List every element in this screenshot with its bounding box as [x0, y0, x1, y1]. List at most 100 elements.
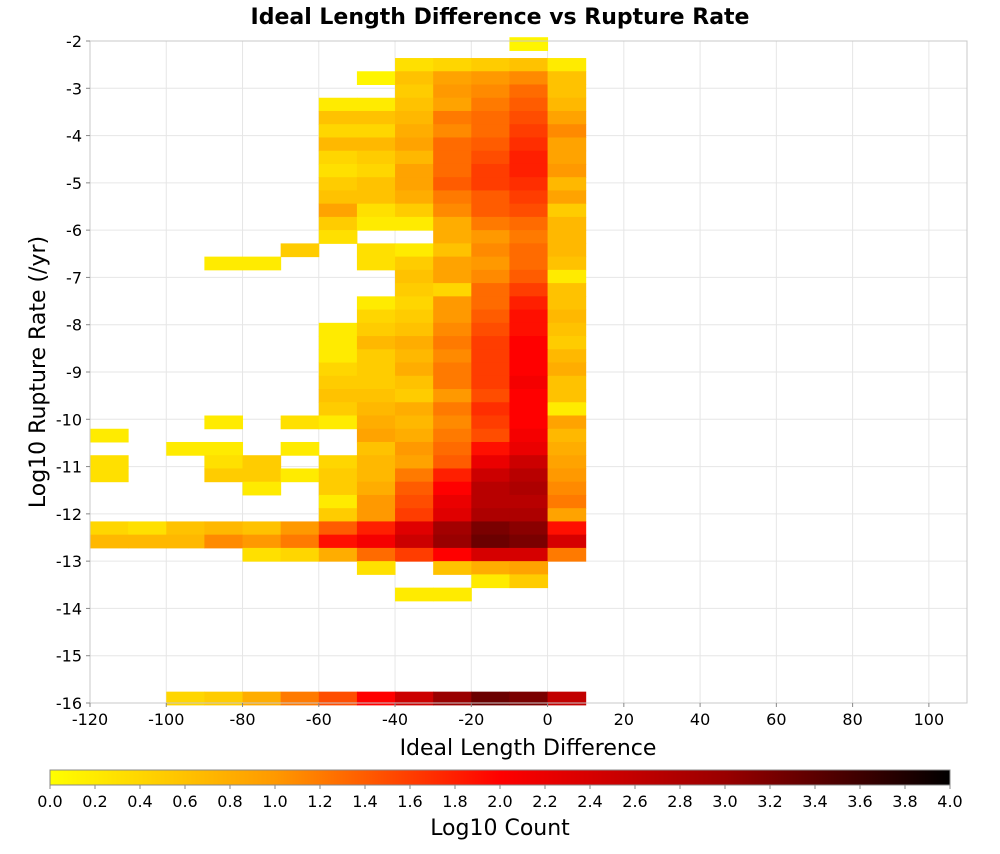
heatmap-cell — [547, 402, 587, 417]
x-tick-label: 20 — [614, 710, 634, 729]
heatmap-cell — [471, 468, 510, 483]
heatmap-cell — [90, 534, 129, 549]
x-tick-label: 100 — [914, 710, 945, 729]
heatmap-cell — [547, 97, 587, 112]
heatmap-cell — [395, 124, 434, 138]
colorbar-tick-label: 1.8 — [442, 792, 467, 811]
heatmap-cell — [356, 468, 396, 483]
heatmap-cell — [90, 468, 129, 483]
heatmap-cell — [395, 283, 434, 297]
y-tick-label: -12 — [56, 505, 82, 524]
heatmap-cell — [395, 97, 434, 112]
heatmap-cell — [318, 336, 358, 350]
heatmap-cell — [433, 521, 472, 536]
colorbar-ticks: 0.0 0.2 0.4 0.6 0.8 1.0 1.2 1.4 1.6 1.8 2.0 2.2 2.4 2… — [37, 785, 963, 811]
heatmap-cell — [547, 71, 587, 86]
heatmap-cell — [318, 203, 358, 218]
heatmap-cell — [395, 163, 434, 178]
heatmap-cell — [433, 84, 472, 99]
heatmap-cell — [280, 441, 320, 456]
heatmap-cell — [471, 691, 510, 706]
heatmap-cell — [356, 521, 396, 536]
x-tick-label: 80 — [842, 710, 862, 729]
heatmap-cell — [318, 216, 358, 231]
heatmap-cell — [509, 309, 549, 324]
heatmap-cell — [471, 71, 510, 86]
heatmap-cell — [356, 216, 396, 231]
colorbar-tick-label: 0.6 — [172, 792, 197, 811]
heatmap-cell — [433, 203, 472, 218]
heatmap-cell — [547, 269, 587, 284]
heatmap-cell — [471, 283, 510, 297]
heatmap-cell — [509, 97, 549, 112]
heatmap-cell — [356, 547, 396, 562]
heatmap-cell — [547, 283, 587, 297]
heatmap-cell — [471, 84, 510, 99]
heatmap-cell — [356, 534, 396, 549]
heatmap-cell — [471, 150, 510, 165]
heatmap-cell — [90, 521, 129, 536]
heatmap-cell — [471, 110, 510, 125]
heatmap-cell — [356, 402, 396, 417]
y-tick-label: -3 — [66, 79, 82, 98]
heatmap-cell — [471, 402, 510, 417]
heatmap-cell — [318, 362, 358, 377]
heatmap-cell — [356, 494, 396, 509]
heatmap-cell — [509, 336, 549, 350]
heatmap-cell — [395, 375, 434, 390]
colorbar-tick-label: 2.6 — [622, 792, 647, 811]
heatmap-cell — [547, 349, 587, 364]
heatmap-cell — [547, 58, 587, 72]
heatmap-cell — [356, 137, 396, 152]
heatmap-cell — [242, 256, 282, 271]
colorbar-tick-label: 1.4 — [352, 792, 377, 811]
heatmap-cell — [356, 124, 396, 138]
heatmap-cell — [471, 389, 510, 403]
heatmap-cell — [318, 691, 358, 706]
heatmap-cell — [356, 349, 396, 364]
heatmap-cell — [356, 415, 396, 430]
heatmap-cell — [433, 71, 472, 86]
heatmap-cell — [395, 508, 434, 522]
heatmap-cell — [547, 336, 587, 350]
heatmap-cell — [547, 84, 587, 99]
heatmap-cell — [395, 691, 434, 706]
heatmap-cell — [395, 494, 434, 509]
heatmap-cell — [547, 322, 587, 337]
heatmap-cell — [433, 362, 472, 377]
y-tick-label: -9 — [66, 363, 82, 382]
heatmap-cell — [509, 71, 549, 86]
heatmap-cell — [395, 587, 434, 602]
heatmap-cell — [356, 389, 396, 403]
heatmap-cell — [433, 481, 472, 496]
heatmap-cell — [433, 508, 472, 522]
heatmap-cell — [395, 137, 434, 152]
heatmap-cell — [395, 428, 434, 443]
heatmap-cell — [356, 336, 396, 350]
x-tick-label: -80 — [229, 710, 255, 729]
heatmap-cell — [280, 534, 320, 549]
y-tick-label: -10 — [56, 410, 82, 429]
colorbar-tick-label: 0.0 — [37, 792, 62, 811]
heatmap-cell — [471, 296, 510, 311]
heatmap-cell — [318, 455, 358, 469]
heatmap-cell — [433, 230, 472, 244]
heatmap-cell — [433, 428, 472, 443]
heatmap-cell — [471, 190, 510, 205]
heatmap-cell — [395, 415, 434, 430]
heatmap-cell — [471, 441, 510, 456]
heatmap-cell — [395, 84, 434, 99]
heatmap-cell — [509, 137, 549, 152]
heatmap-cell — [318, 349, 358, 364]
heatmap-cell — [166, 534, 205, 549]
heatmap-cell — [433, 441, 472, 456]
heatmap-cell — [318, 402, 358, 417]
x-axis-ticks: -120 -100 -80 -60 -40 -20 0 20 40 60 80 100 — [72, 703, 944, 729]
colorbar-tick-label: 3.6 — [847, 792, 872, 811]
heatmap-cell — [433, 269, 472, 284]
heatmap-cell — [395, 71, 434, 86]
y-tick-label: -14 — [56, 599, 82, 618]
heatmap-cell — [509, 508, 549, 522]
heatmap-cell — [356, 428, 396, 443]
heatmap-cell — [395, 256, 434, 271]
